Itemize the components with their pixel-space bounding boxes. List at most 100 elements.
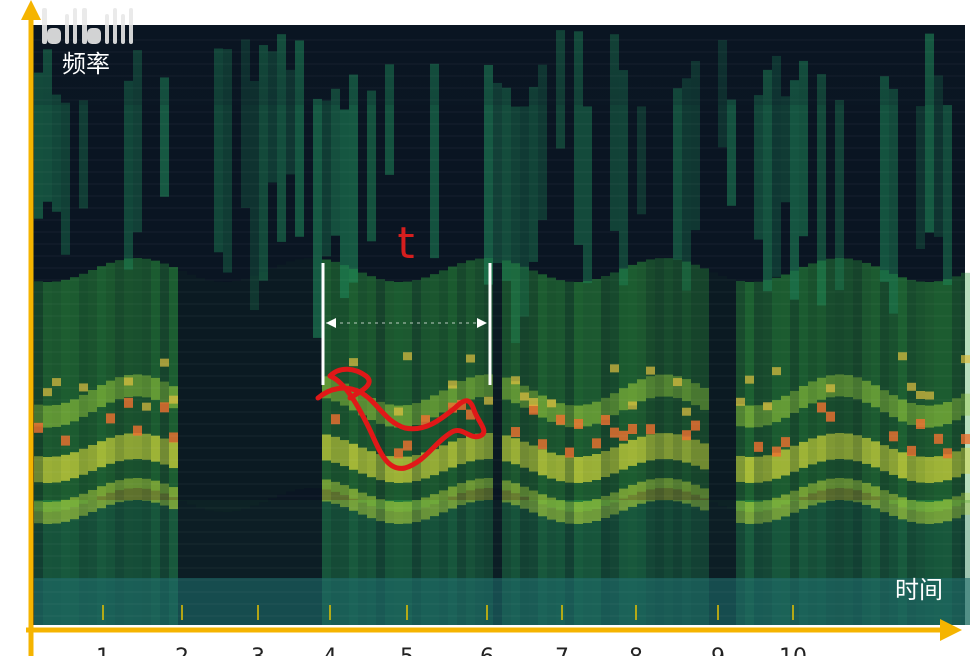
spec-cell [340,109,349,299]
spec-cell [808,500,817,625]
spec-cell [88,500,97,625]
spec-cell [88,578,97,625]
spec-cell [646,500,655,625]
spec-cell [358,500,367,625]
spec-cell [358,393,367,416]
spec-cell [133,578,142,625]
spec-cell [754,95,763,240]
spec-cell [628,424,637,435]
spec-cell [502,377,511,400]
spec-cell [943,499,952,522]
spec-cell [385,281,394,512]
spec-cell [844,500,853,625]
spec-cell [448,486,457,509]
spec-cell [133,50,142,233]
spec-cell [43,500,52,625]
spec-cell [565,405,574,428]
spec-cell [637,379,646,402]
spec-cell [862,380,871,403]
spec-cell [403,352,412,361]
spec-cell [394,448,403,459]
spec-cell [466,354,475,363]
spec-cell [421,399,430,422]
spec-cell [952,276,961,507]
spec-cell [205,500,214,625]
spec-cell [682,500,691,625]
spec-cell [538,494,547,517]
spec-cell [367,451,376,478]
spec-cell [952,578,961,625]
spec-cell [367,500,376,625]
spec-cell [430,395,439,418]
spec-cell [772,400,781,423]
spec-cell [943,105,952,286]
spec-cell [655,478,664,501]
spec-cell [511,381,520,404]
spec-cell [484,64,493,285]
spec-cell [817,260,826,491]
spec-cell [871,385,880,408]
spec-cell [889,273,898,504]
spec-cell [799,60,808,237]
spec-cell [160,438,169,465]
spec-cell [574,405,583,428]
spec-cell [529,86,538,262]
spec-cell [322,479,331,502]
spec-cell [448,441,457,468]
spec-cell [529,500,538,625]
spec-cell [286,578,295,625]
spec-cell [475,258,484,489]
spectrogram [30,30,970,625]
spec-cell [961,447,970,474]
spec-cell [646,366,655,375]
spec-cell [61,578,70,625]
spec-cell [160,77,169,197]
spec-cell [799,385,808,408]
spec-cell [79,493,88,516]
spec-cell [61,500,70,625]
spec-cell [880,445,889,472]
spec-cell [142,578,151,625]
spec-cell [709,272,718,502]
spec-cell [781,578,790,625]
spec-cell [43,578,52,625]
spec-cell [790,390,799,413]
spec-cell [547,452,556,479]
spec-cell [403,578,412,625]
spec-cell [133,258,142,489]
spec-cell [142,258,151,489]
spec-cell [475,478,484,501]
spec-cell [520,486,529,509]
spec-cell [961,355,970,364]
spec-cell [961,393,970,416]
spec-cell [682,261,691,492]
spec-cell [313,500,322,625]
spec-cell [547,500,556,625]
spec-cell [898,497,907,520]
spec-cell [601,415,610,426]
spec-cell [142,375,151,398]
spec-cell [727,99,736,206]
x-tick-label: 9 [711,645,725,656]
spec-cell [457,438,466,465]
spec-cell [466,377,475,400]
spec-cell [160,483,169,506]
spec-cell [781,449,790,476]
spec-cell [529,445,538,472]
spec-cell [700,488,709,511]
spec-cell [394,500,403,625]
spec-cell [898,277,907,508]
spec-cell [493,82,502,264]
spec-cell [610,393,619,416]
spec-cell [601,496,610,519]
spec-cell [745,281,754,512]
spec-cell [466,260,475,491]
spec-cell [43,281,52,512]
spec-cell [592,499,601,522]
spec-cell [790,270,799,501]
spec-cell [592,500,601,625]
x-tick-label: 1 [96,645,110,656]
spec-cell [835,374,844,397]
spec-cell [934,500,943,625]
duration-marker [321,263,492,385]
